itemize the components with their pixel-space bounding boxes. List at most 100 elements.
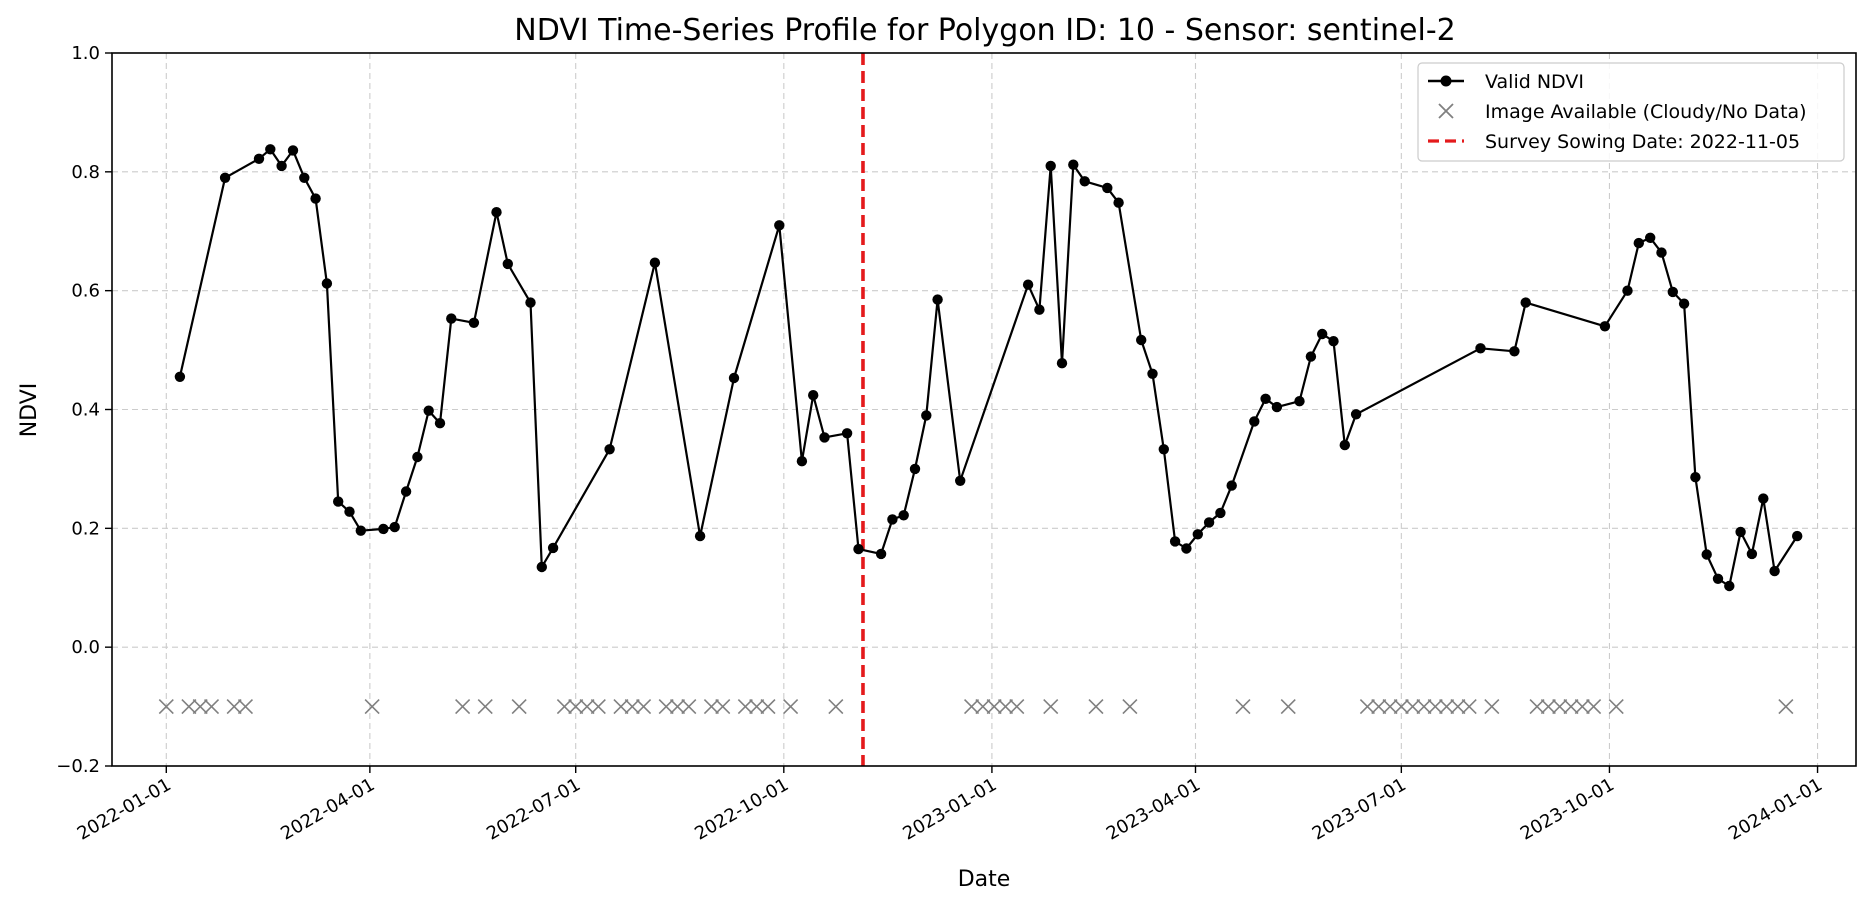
ndvi-point — [219, 172, 231, 183]
x-tick-label: 2024-01-01 — [1725, 774, 1826, 844]
ndvi-point — [604, 444, 615, 455]
cloudy-marker — [1484, 699, 1500, 715]
ndvi-point — [1735, 526, 1746, 538]
ndvi-point — [1645, 232, 1656, 243]
ndvi-point — [491, 207, 502, 218]
ndvi-point — [819, 432, 830, 443]
cloudy-marker — [1043, 699, 1059, 715]
ndvi-point — [1350, 409, 1362, 420]
ndvi-point — [355, 525, 366, 536]
ndvi-point — [310, 193, 321, 204]
cloudy-marker — [1574, 699, 1590, 715]
ndvi-point — [1102, 182, 1113, 194]
y-tick-label: 0.0 — [71, 637, 100, 658]
cloudy-marker — [364, 699, 380, 715]
ndvi-point — [808, 390, 819, 401]
ndvi-point — [1249, 416, 1260, 427]
cloudy-marker — [192, 699, 208, 715]
cloudy-marker — [669, 699, 686, 715]
cloudy-marker — [1427, 699, 1443, 715]
ndvi-point — [1509, 346, 1520, 357]
cloudy-marker — [556, 699, 572, 715]
cloudy-marker — [568, 699, 584, 715]
ndvi-point — [1746, 548, 1758, 560]
ndvi-point — [1192, 529, 1204, 540]
cloudy-marker — [511, 699, 527, 715]
legend-valid-marker — [1440, 75, 1452, 87]
y-tick-label: 0.2 — [71, 518, 100, 539]
cloudy-marker — [975, 699, 991, 715]
ndvi-point — [446, 313, 457, 324]
ndvi-point — [1215, 507, 1226, 519]
ndvi-point — [932, 294, 943, 305]
ndvi-point — [389, 521, 400, 533]
cloudy-markers — [158, 699, 1794, 715]
x-tick-label: 2023-07-01 — [1309, 774, 1410, 844]
ndvi-point — [1181, 543, 1192, 554]
cloudy-marker — [237, 699, 254, 715]
cloudy-marker — [158, 699, 174, 715]
cloudy-marker — [1235, 699, 1251, 715]
x-tick-label: 2022-04-01 — [277, 774, 378, 844]
ndvi-point — [1068, 159, 1079, 170]
ndvi-point — [853, 543, 864, 555]
ndvi-point — [1079, 176, 1090, 187]
ndvi-point — [1475, 343, 1486, 354]
y-tick-label: −0.2 — [56, 756, 100, 777]
ndvi-point — [921, 410, 932, 421]
ndvi-point — [1045, 160, 1056, 172]
cloudy-marker — [181, 699, 197, 715]
ndvi-point — [909, 463, 921, 475]
ndvi-point — [1317, 328, 1328, 340]
ndvi-point — [502, 258, 513, 270]
ndvi-point — [1158, 444, 1170, 455]
y-tick-label: 0.6 — [71, 281, 100, 302]
ndvi-point — [1678, 298, 1690, 309]
y-axis: −0.2 0.0 0.2 0.4 0.6 0.8 1.0 — [56, 43, 112, 777]
ndvi-point — [1022, 279, 1034, 290]
y-tick-label: 0.4 — [71, 400, 100, 421]
ndvi-point — [1271, 401, 1283, 413]
ndvi-point — [400, 486, 412, 497]
ndvi-point — [1667, 286, 1679, 298]
cloudy-marker — [1416, 699, 1432, 715]
x-tick-label: 2022-01-01 — [74, 774, 175, 844]
cloudy-marker — [1439, 699, 1455, 715]
cloudy-marker — [1450, 699, 1466, 715]
y-axis-label: NDVI — [17, 383, 42, 438]
cloudy-marker — [1088, 699, 1104, 715]
ndvi-point — [344, 506, 355, 517]
ndvi-point — [1136, 334, 1147, 346]
x-axis-label: Date — [958, 867, 1011, 892]
cloudy-marker — [1393, 699, 1409, 715]
ndvi-point — [1147, 368, 1158, 379]
ndvi-point — [1169, 536, 1181, 547]
ndvi-point — [265, 144, 276, 155]
ndvi-point — [1520, 297, 1531, 308]
x-tick-label: 2023-04-01 — [1103, 774, 1204, 844]
ndvi-point — [1260, 393, 1271, 404]
ndvi-point — [174, 371, 186, 382]
ndvi-point — [1622, 285, 1633, 296]
cloudy-marker — [1461, 699, 1477, 715]
ndvi-point — [333, 496, 344, 507]
ndvi-point — [1328, 336, 1339, 347]
legend-valid-label: Valid NDVI — [1485, 71, 1584, 93]
ndvi-point — [378, 523, 389, 535]
ndvi-point — [412, 451, 423, 463]
ndvi-point — [1656, 247, 1667, 258]
ndvi-point — [525, 297, 536, 308]
cloudy-marker — [703, 699, 719, 715]
cloudy-marker — [1540, 699, 1556, 715]
cloudy-marker — [986, 699, 1002, 715]
ndvi-point — [423, 405, 434, 416]
cloudy-marker — [1122, 699, 1138, 715]
cloudy-marker — [760, 699, 776, 715]
cloudy-marker — [477, 699, 493, 715]
y-tick-label: 0.8 — [71, 162, 100, 183]
cloudy-marker — [1382, 699, 1398, 715]
cloudy-marker — [681, 699, 697, 715]
cloudy-marker — [749, 699, 765, 715]
ndvi-point — [898, 510, 909, 521]
